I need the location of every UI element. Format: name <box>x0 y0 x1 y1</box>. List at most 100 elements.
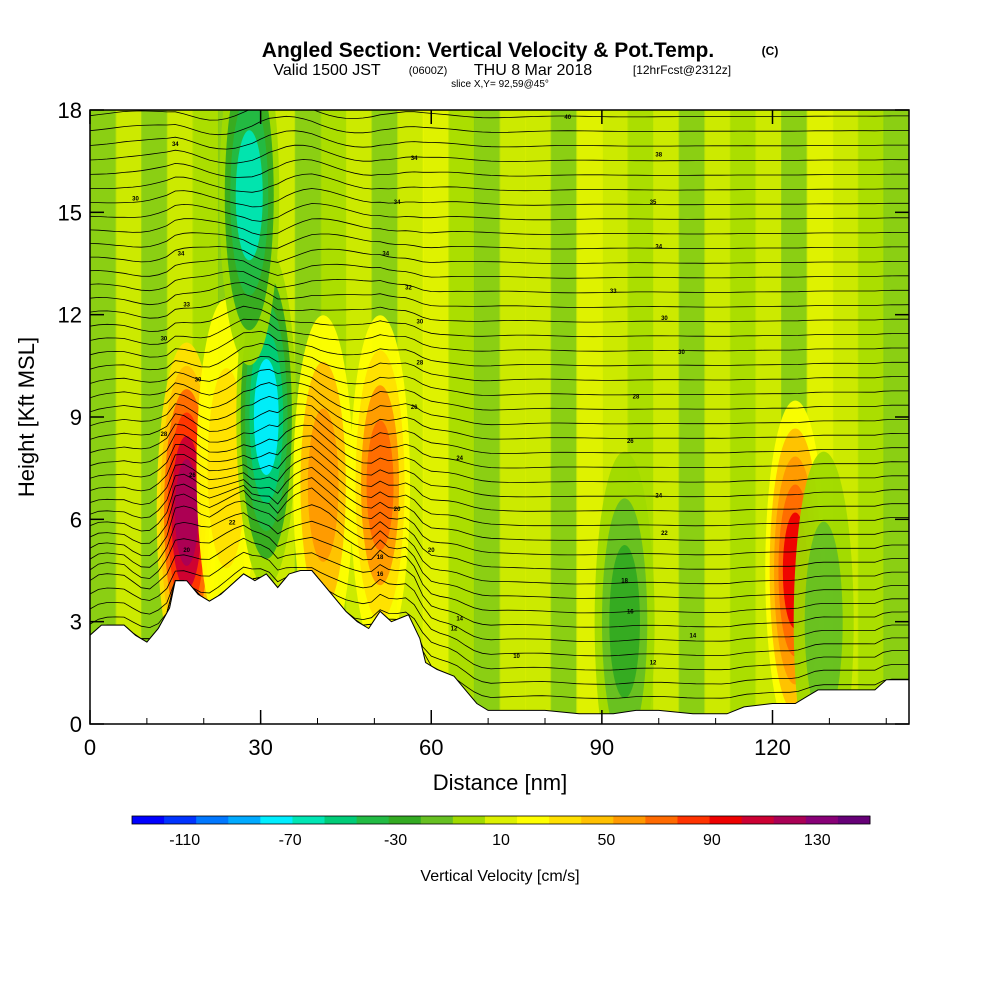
isentrope-line <box>90 424 909 483</box>
forecast-info: [12hrFcst@2312z] <box>633 63 731 77</box>
isentrope-label: 34 <box>655 244 662 250</box>
title-unit: (C) <box>762 44 779 58</box>
isentrope-label: 30 <box>195 377 202 383</box>
colorbar-swatch <box>164 816 197 824</box>
isentrope-label: 18 <box>377 555 384 561</box>
colorbar-swatch <box>549 816 582 824</box>
colorbar-swatch <box>645 816 678 824</box>
x-tick-label: 90 <box>590 735 614 760</box>
colorbar-swatch <box>228 816 261 824</box>
velocity-band <box>550 110 578 724</box>
velocity-cell <box>235 130 263 261</box>
isentrope-label: 10 <box>513 654 520 660</box>
x-tick-label: 120 <box>754 735 791 760</box>
isentrope-line <box>90 305 909 338</box>
isentrope-label: 34 <box>394 200 401 206</box>
x-axis: 0 30 60 90 120 <box>84 110 887 760</box>
velocity-cells <box>156 110 854 724</box>
colorbar-swatch <box>837 816 871 824</box>
chart-title: Angled Section: Vertical Velocity & Pot.… <box>262 39 714 62</box>
isentrope-line <box>90 551 909 643</box>
isentrope-label: 22 <box>661 531 668 537</box>
isentrope-label: 32 <box>405 285 412 291</box>
isentrope-label: 30 <box>132 197 139 203</box>
colorbar-tick-label: 130 <box>804 832 831 849</box>
colorbar-swatch <box>452 816 486 824</box>
isentrope-label: 35 <box>650 200 657 206</box>
isentrope-line <box>90 218 909 236</box>
isentrope-line <box>90 381 909 426</box>
colorbar-tick-label: 50 <box>598 832 616 849</box>
isentrope-line <box>90 282 909 308</box>
isentrope-line <box>90 270 909 294</box>
isentrope-label: 24 <box>655 493 662 499</box>
isentrope-label: 33 <box>610 289 617 295</box>
isentrope-label: 34 <box>172 142 179 148</box>
isentrope-label: 18 <box>621 579 628 585</box>
y-tick-label: 3 <box>70 610 82 635</box>
isentrope-label: 22 <box>229 521 236 527</box>
isentrope-label: 20 <box>183 548 190 554</box>
y-tick-label: 15 <box>58 200 82 225</box>
colorbar-swatch <box>324 816 358 824</box>
isentrope-line <box>90 466 909 541</box>
isentrope-label: 30 <box>678 350 685 356</box>
isentrope-label: 24 <box>456 456 463 462</box>
isentrope-label: 28 <box>161 432 168 438</box>
velocity-band <box>525 110 552 724</box>
isentrope-label: 38 <box>655 152 662 158</box>
velocity-cell <box>253 359 279 475</box>
isentrope-label: 30 <box>661 316 668 322</box>
y-tick-label: 0 <box>70 712 82 737</box>
y-axis: 0 3 6 9 12 15 18 <box>58 98 909 737</box>
isentrope-line <box>90 403 909 455</box>
isentrope-line <box>90 445 909 512</box>
isentrope-line <box>90 318 909 352</box>
isentrope-line <box>90 566 909 657</box>
isentrope-line <box>90 500 909 585</box>
velocity-cell <box>307 408 339 562</box>
colorbar-tick-label: 90 <box>703 832 721 849</box>
colorbar-frame <box>131 815 871 825</box>
isentropes <box>90 110 909 699</box>
isentrope-label: 34 <box>178 251 185 257</box>
isentrope-line <box>90 342 909 382</box>
isentrope-label: 28 <box>417 360 424 366</box>
colorbar-swatch <box>356 816 390 824</box>
velocity-band <box>704 110 731 724</box>
x-axis-label: Distance [nm] <box>433 770 568 795</box>
colorbar-swatch <box>709 816 743 824</box>
isentrope-line <box>90 203 909 222</box>
isentrope-line <box>90 537 909 628</box>
colorbar-tick-label: -30 <box>384 832 407 849</box>
isentrope-line <box>90 524 909 614</box>
velocity-band <box>499 110 527 724</box>
isentrope-line <box>90 414 909 469</box>
velocity-band <box>115 110 143 724</box>
isentrope-label: 16 <box>377 572 384 578</box>
isentrope-line <box>90 330 909 367</box>
isentrope-line <box>90 144 909 164</box>
colorbar-swatch <box>773 816 807 824</box>
isentrope-label: 14 <box>690 633 697 639</box>
y-axis-label: Height [Kft MSL] <box>14 337 39 497</box>
isentrope-line <box>90 115 909 136</box>
colorbar-swatch <box>196 816 229 824</box>
isentrope-line <box>90 392 909 440</box>
isentrope-line <box>90 293 909 323</box>
colorbar-tick-label: -70 <box>279 832 302 849</box>
colorbar-swatch <box>260 816 293 824</box>
colorbar-swatch <box>805 816 839 824</box>
colorbar-swatch <box>613 816 646 824</box>
velocity-cell <box>207 368 246 569</box>
isentrope-label: 20 <box>428 548 435 554</box>
isentrope-line <box>90 456 909 527</box>
isentrope-label: 30 <box>417 319 424 325</box>
colorbar-swatch <box>420 816 454 824</box>
x-tick-label: 0 <box>84 735 96 760</box>
isentrope-line <box>90 477 909 556</box>
y-tick-label: 9 <box>70 405 82 430</box>
isentrope-line <box>90 159 909 178</box>
isentrope-line <box>90 130 909 150</box>
colorbar-swatch <box>741 816 775 824</box>
